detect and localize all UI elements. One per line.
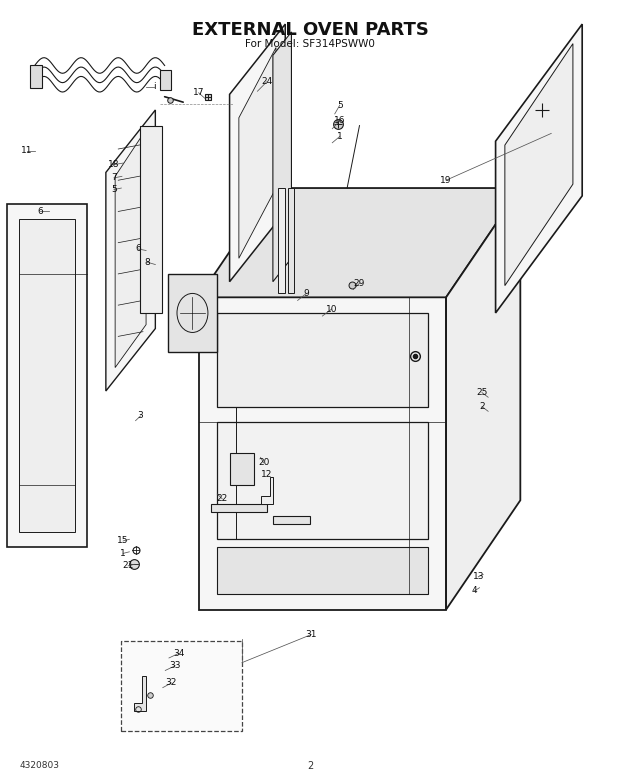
Polygon shape: [140, 126, 162, 313]
FancyBboxPatch shape: [161, 70, 172, 90]
Text: 31: 31: [306, 630, 317, 639]
Text: 7: 7: [111, 174, 117, 182]
Polygon shape: [273, 516, 310, 524]
Text: 13: 13: [472, 572, 484, 581]
Text: 24: 24: [261, 77, 272, 86]
Polygon shape: [217, 547, 428, 594]
Text: 6: 6: [37, 207, 43, 216]
Text: 33: 33: [169, 662, 181, 670]
Text: 34: 34: [173, 649, 185, 658]
FancyBboxPatch shape: [30, 65, 42, 88]
Polygon shape: [260, 477, 273, 504]
Polygon shape: [134, 676, 146, 711]
Text: 2: 2: [479, 402, 485, 411]
Text: 1: 1: [337, 132, 343, 141]
Text: 4: 4: [472, 586, 477, 595]
Text: 32: 32: [166, 679, 177, 687]
Polygon shape: [168, 274, 217, 352]
Polygon shape: [211, 504, 267, 512]
Polygon shape: [217, 313, 428, 407]
Text: 17: 17: [193, 88, 205, 97]
Polygon shape: [229, 454, 254, 485]
Text: 1: 1: [120, 549, 126, 558]
Polygon shape: [7, 203, 87, 547]
Polygon shape: [217, 422, 428, 540]
Text: 10: 10: [326, 304, 337, 314]
Text: 4320803: 4320803: [19, 761, 60, 770]
Text: 18: 18: [108, 160, 120, 169]
Polygon shape: [446, 188, 520, 610]
Text: 21: 21: [122, 561, 134, 570]
Text: 11: 11: [21, 146, 32, 155]
Polygon shape: [278, 188, 285, 293]
Text: 16: 16: [334, 117, 345, 125]
Polygon shape: [229, 24, 285, 282]
Text: 6: 6: [135, 245, 141, 253]
Text: 19: 19: [440, 176, 452, 185]
Polygon shape: [19, 219, 75, 532]
Text: 9: 9: [303, 289, 309, 298]
Text: 3: 3: [138, 411, 143, 421]
Polygon shape: [115, 130, 146, 368]
Text: i: i: [153, 82, 156, 91]
Polygon shape: [198, 188, 520, 297]
Text: For Model: SF314PSWW0: For Model: SF314PSWW0: [245, 39, 375, 49]
Text: 25: 25: [476, 388, 488, 397]
Text: 5: 5: [337, 101, 343, 109]
Text: eReplacementParts.com: eReplacementParts.com: [238, 385, 382, 397]
Polygon shape: [505, 44, 573, 285]
Text: 15: 15: [117, 536, 129, 545]
FancyBboxPatch shape: [122, 640, 242, 730]
Text: EXTERNAL OVEN PARTS: EXTERNAL OVEN PARTS: [192, 21, 428, 39]
Text: 29: 29: [354, 278, 365, 288]
Text: 8: 8: [144, 258, 150, 267]
Text: 2: 2: [307, 761, 313, 771]
Polygon shape: [106, 110, 156, 391]
Text: 22: 22: [216, 494, 228, 504]
Text: 5: 5: [111, 185, 117, 194]
Polygon shape: [239, 48, 276, 258]
Polygon shape: [273, 32, 291, 282]
Text: 20: 20: [258, 458, 269, 468]
Polygon shape: [288, 188, 294, 293]
Text: 12: 12: [261, 470, 272, 479]
Polygon shape: [495, 24, 582, 313]
Polygon shape: [198, 297, 446, 610]
